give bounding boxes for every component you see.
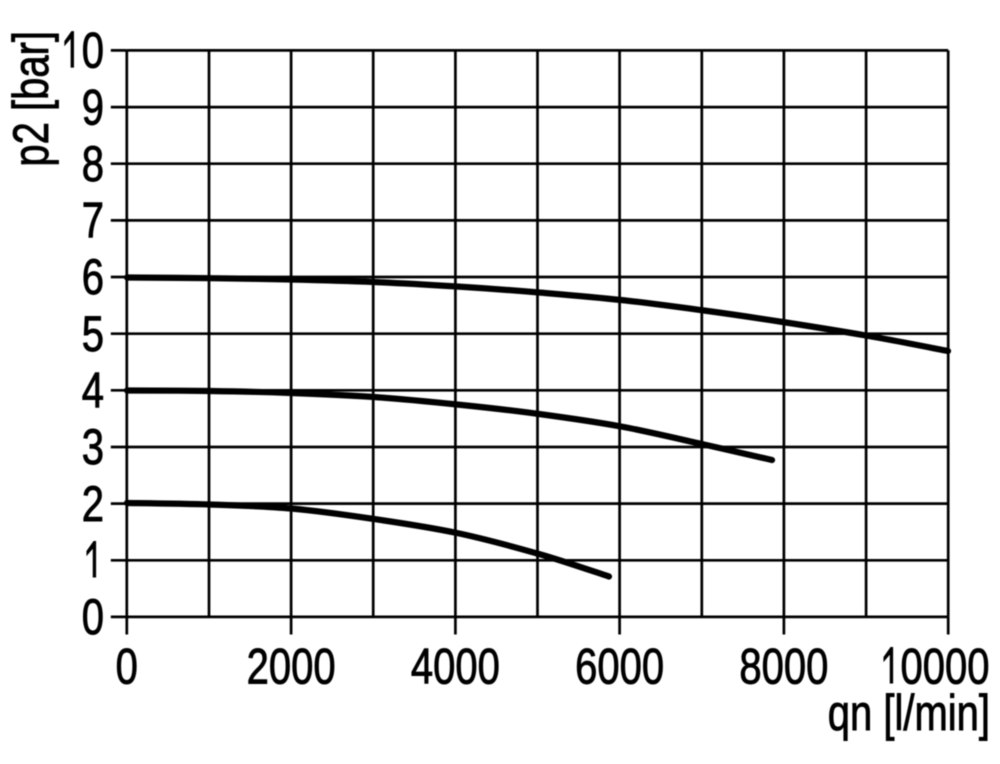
svg-text:4: 4 xyxy=(82,362,104,418)
svg-text:0: 0 xyxy=(82,589,104,645)
svg-text:6000: 6000 xyxy=(575,638,664,694)
svg-text:0: 0 xyxy=(82,22,104,78)
svg-text:7: 7 xyxy=(82,192,104,248)
svg-text:4000: 4000 xyxy=(411,638,500,694)
svg-text:3: 3 xyxy=(82,419,104,475)
svg-text:9: 9 xyxy=(82,79,104,135)
svg-text:8: 8 xyxy=(82,136,104,192)
svg-text:2000: 2000 xyxy=(247,638,336,694)
svg-text:qn [l/min]: qn [l/min] xyxy=(828,685,990,741)
svg-text:8000: 8000 xyxy=(739,638,828,694)
svg-text:5: 5 xyxy=(82,306,104,362)
svg-text:0: 0 xyxy=(116,638,138,694)
svg-text:6: 6 xyxy=(82,249,104,305)
svg-text:0000: 0000 xyxy=(901,638,990,694)
svg-text:2: 2 xyxy=(82,476,104,532)
svg-text:p2 [bar]: p2 [bar] xyxy=(3,31,59,167)
